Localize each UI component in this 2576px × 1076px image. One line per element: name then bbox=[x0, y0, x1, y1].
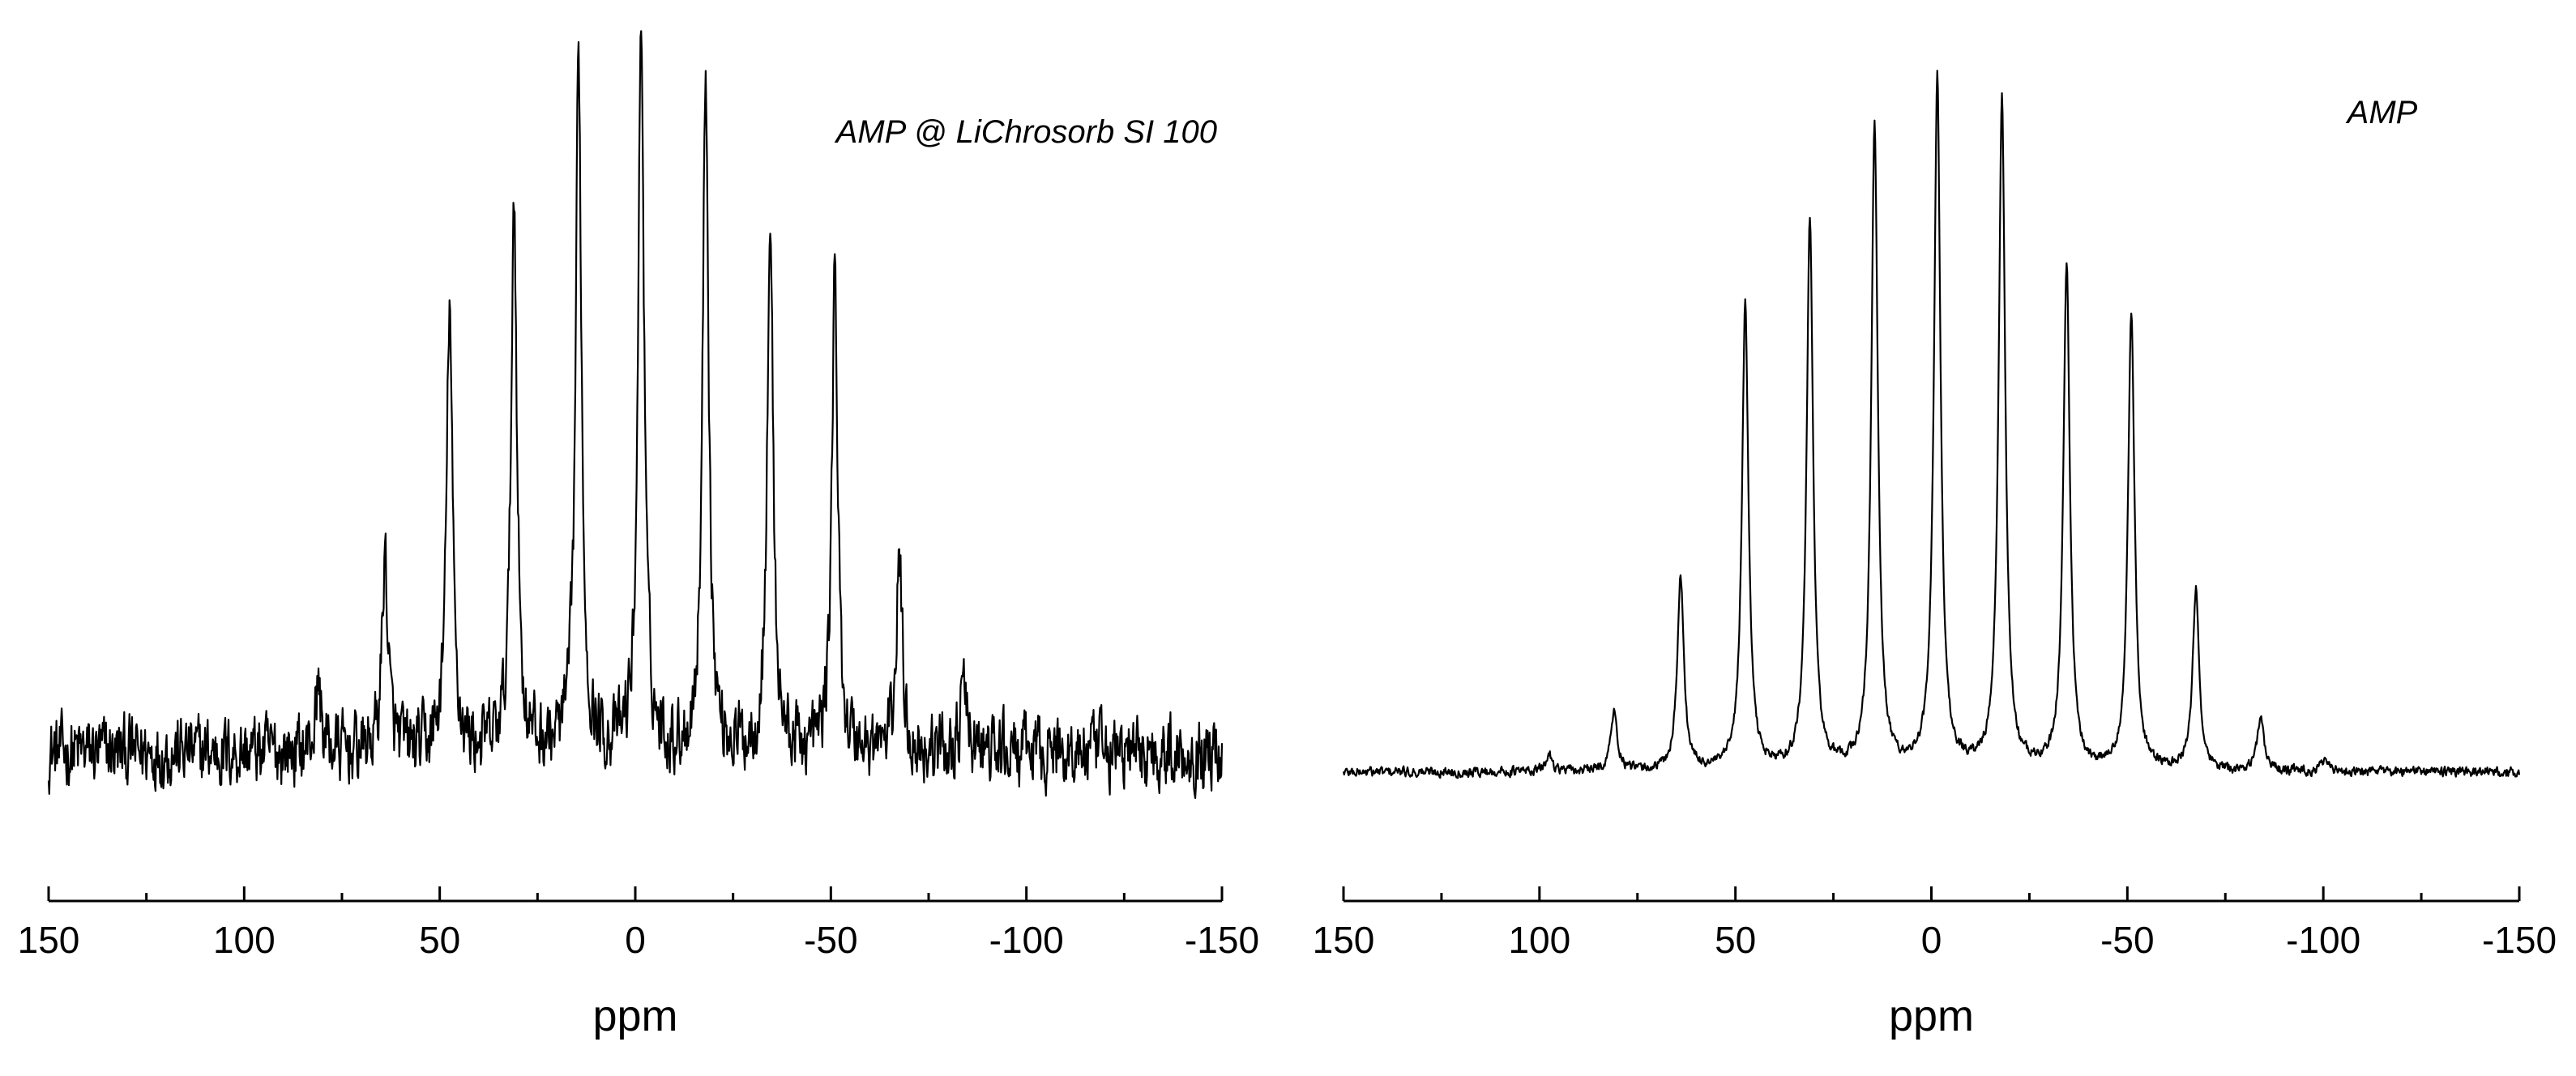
spectrum-trace bbox=[1342, 70, 2521, 779]
panel-title: AMP @ LiChrosorb SI 100 bbox=[835, 114, 1217, 150]
x-tick-label: -150 bbox=[2482, 919, 2557, 961]
x-tick-label: -50 bbox=[2100, 919, 2154, 961]
panel-title: AMP bbox=[2346, 95, 2418, 130]
x-tick-label: 0 bbox=[1921, 919, 1942, 961]
x-tick-label: -100 bbox=[2286, 919, 2360, 961]
x-tick-label: 50 bbox=[419, 919, 460, 961]
spectrum-panel-left: 150 100 50 0 -50 -100 -150 ppm AMP @ LiChrosorb … bbox=[18, 30, 1259, 1040]
x-tick-label: 100 bbox=[1508, 919, 1570, 961]
x-axis-title: ppm bbox=[1889, 992, 1974, 1040]
x-tick-label: 50 bbox=[1715, 919, 1756, 961]
x-axis-title: ppm bbox=[592, 992, 677, 1040]
x-tick-label: -150 bbox=[1185, 919, 1259, 961]
x-tick-label: 150 bbox=[1313, 919, 1375, 961]
spectrum-panel-right: 150 100 50 0 -50 -100 -150 ppm AMP bbox=[1313, 70, 2557, 1040]
x-tick-label: 150 bbox=[18, 919, 80, 961]
x-tick-label: 100 bbox=[213, 919, 276, 961]
x-tick-label: -100 bbox=[989, 919, 1064, 961]
spectrum-trace bbox=[47, 30, 1224, 799]
x-tick-label: -50 bbox=[804, 919, 857, 961]
x-tick-label: 0 bbox=[625, 919, 646, 961]
